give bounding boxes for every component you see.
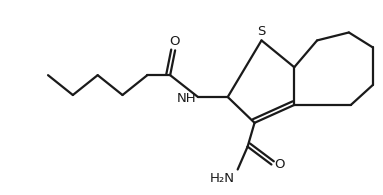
Text: S: S bbox=[257, 25, 266, 38]
Text: NH: NH bbox=[176, 92, 196, 105]
Text: O: O bbox=[274, 158, 285, 171]
Text: H₂N: H₂N bbox=[210, 172, 235, 185]
Text: O: O bbox=[169, 35, 179, 48]
